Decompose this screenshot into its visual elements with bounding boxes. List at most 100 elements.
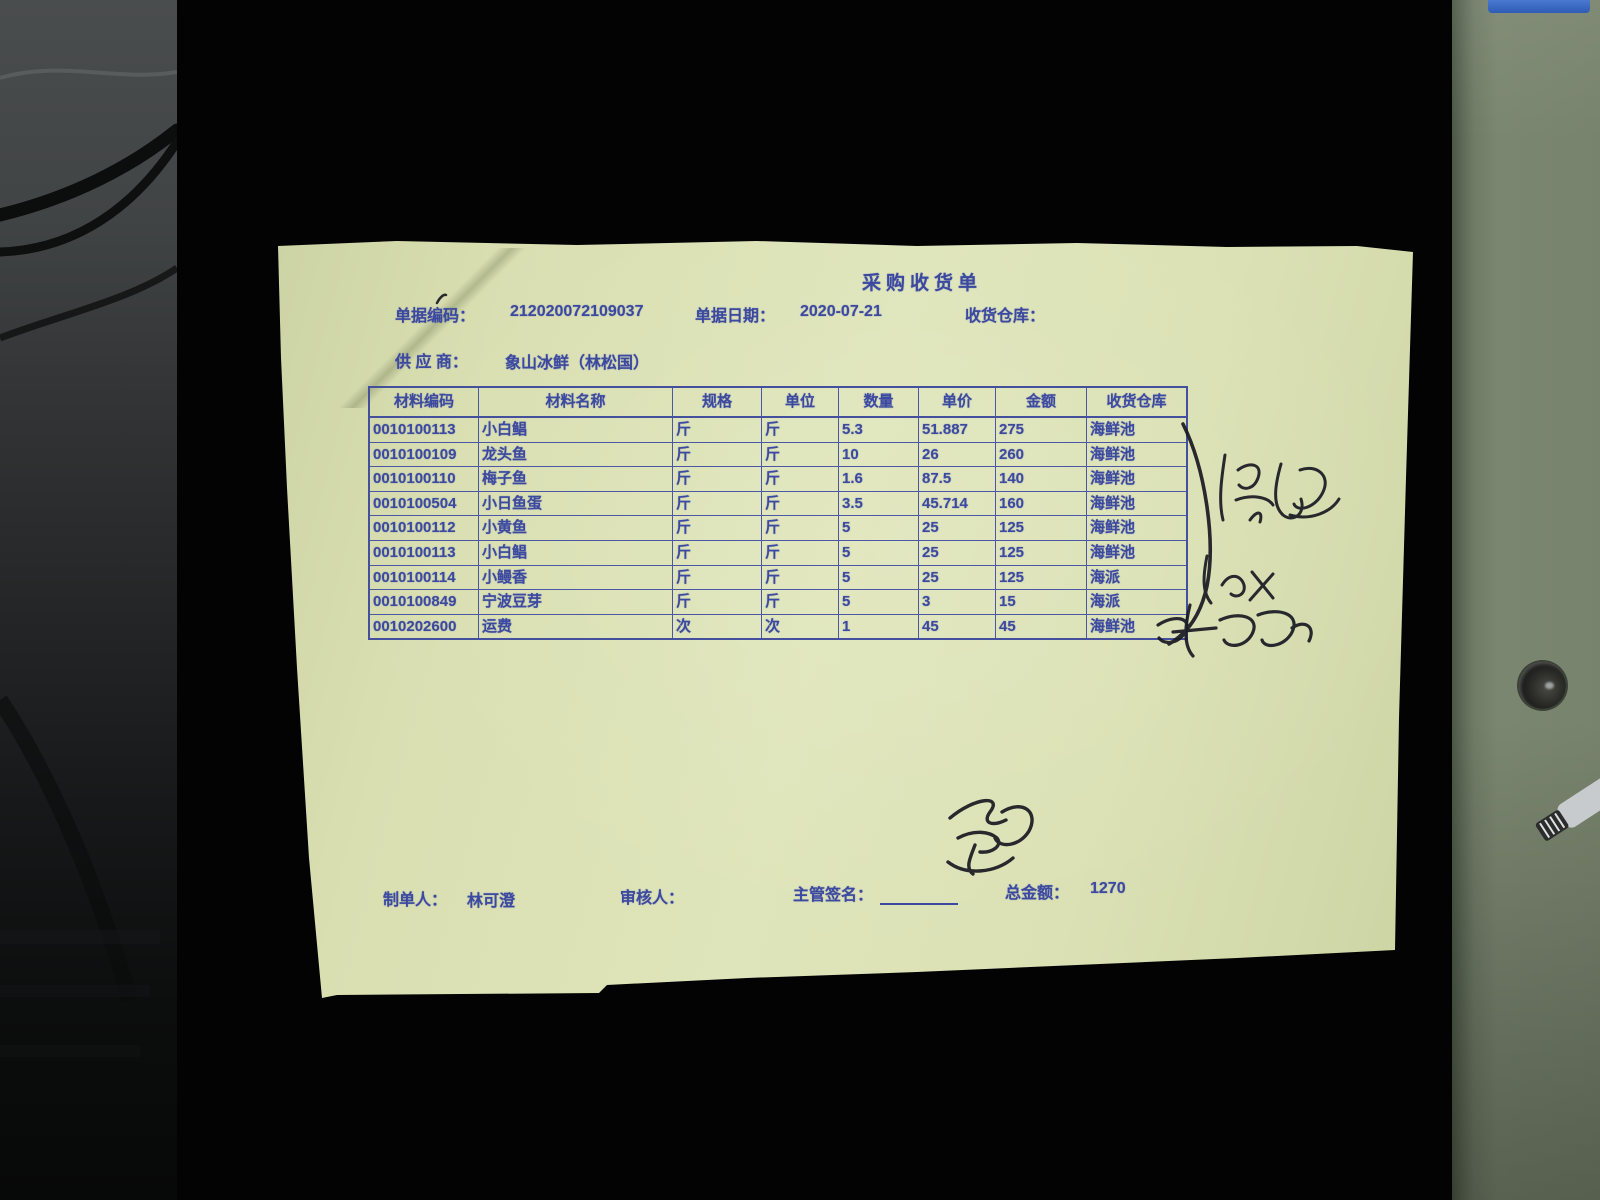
cell-code: 0010100113 bbox=[370, 540, 479, 566]
items-table: 材料编码 材料名称 规格 单位 数量 单价 金额 收货仓库 0010100113… bbox=[368, 386, 1188, 641]
signature-line bbox=[880, 903, 958, 905]
cell-price: 25 bbox=[919, 540, 996, 566]
cell-price: 45.714 bbox=[919, 491, 996, 517]
cell-amount: 125 bbox=[996, 540, 1087, 566]
receipt-paper: 采购收货单 单据编码： 212020072109037 单据日期： 2020-0… bbox=[278, 241, 1413, 998]
cell-unit: 斤 bbox=[762, 442, 839, 468]
col-header: 单价 bbox=[919, 388, 996, 418]
cell-name: 梅子鱼 bbox=[479, 467, 673, 492]
cell-spec: 斤 bbox=[673, 590, 762, 615]
col-header: 金额 bbox=[996, 388, 1087, 418]
sign-label: 主管签名： bbox=[793, 887, 874, 904]
paper-crease bbox=[332, 248, 532, 408]
cell-warehouse: 海鲜池 bbox=[1087, 516, 1186, 541]
col-header: 单位 bbox=[762, 388, 839, 418]
cell-name: 小黄鱼 bbox=[479, 516, 673, 541]
cell-amount: 260 bbox=[996, 442, 1087, 468]
page-title: 采购收货单 bbox=[861, 273, 982, 294]
cell-unit: 次 bbox=[762, 614, 839, 639]
cabinet-panel-right bbox=[1452, 0, 1600, 1200]
cell-name: 小日鱼蛋 bbox=[479, 491, 673, 517]
cell-code: 0010100849 bbox=[370, 590, 479, 615]
cell-code: 0010100109 bbox=[370, 442, 479, 468]
cell-price: 3 bbox=[919, 590, 996, 615]
cell-qty: 3.5 bbox=[839, 491, 919, 517]
cell-price: 25 bbox=[919, 565, 996, 591]
cell-warehouse: 海鲜池 bbox=[1087, 443, 1186, 468]
maker-label: 制单人： bbox=[383, 892, 448, 909]
cell-code: 0010100110 bbox=[370, 467, 479, 492]
cell-unit: 斤 bbox=[762, 540, 839, 566]
cell-price: 87.5 bbox=[919, 467, 996, 492]
cell-amount: 140 bbox=[996, 467, 1087, 492]
col-header: 材料编码 bbox=[370, 388, 479, 418]
cell-qty: 5 bbox=[839, 516, 919, 541]
cell-spec: 斤 bbox=[673, 540, 762, 566]
cell-qty: 10 bbox=[839, 442, 919, 468]
cell-name: 小白鲳 bbox=[479, 418, 673, 443]
cables-icon bbox=[0, 68, 177, 1057]
cell-amount: 275 bbox=[996, 418, 1087, 443]
cell-unit: 斤 bbox=[762, 467, 839, 492]
cell-price: 51.887 bbox=[919, 418, 996, 443]
cell-unit: 斤 bbox=[762, 516, 839, 541]
blue-tape-strip bbox=[1488, 0, 1590, 13]
cell-qty: 5 bbox=[839, 590, 919, 615]
cell-code: 0010100114 bbox=[370, 565, 479, 591]
cell-amount: 15 bbox=[996, 590, 1087, 615]
cell-amount: 45 bbox=[996, 614, 1087, 639]
total-label: 总金额： bbox=[1005, 885, 1070, 902]
cell-unit: 斤 bbox=[762, 565, 839, 591]
cell-spec: 斤 bbox=[673, 442, 762, 468]
total-value: 1270 bbox=[1090, 880, 1126, 897]
metal-knob bbox=[1519, 662, 1566, 709]
doc-code-label: 单据编码： bbox=[395, 308, 476, 325]
cell-spec: 斤 bbox=[673, 491, 762, 517]
cell-name: 小鳗香 bbox=[479, 565, 673, 591]
cell-code: 0010202600 bbox=[370, 614, 479, 639]
cell-amount: 160 bbox=[996, 491, 1087, 517]
cell-name: 运费 bbox=[479, 614, 673, 639]
cell-qty: 5 bbox=[839, 540, 919, 566]
cell-warehouse: 海鲜池 bbox=[1087, 492, 1186, 517]
doc-date-label: 单据日期： bbox=[695, 308, 776, 325]
doc-code-value: 212020072109037 bbox=[510, 303, 644, 320]
cell-spec: 斤 bbox=[673, 418, 762, 443]
cell-code: 0010100112 bbox=[370, 516, 479, 541]
col-header: 材料名称 bbox=[479, 388, 673, 418]
col-header: 规格 bbox=[673, 388, 762, 418]
cell-name: 宁波豆芽 bbox=[479, 590, 673, 615]
cell-warehouse: 海派 bbox=[1087, 590, 1186, 615]
cell-price: 26 bbox=[919, 442, 996, 468]
cell-qty: 1.6 bbox=[839, 467, 919, 492]
cell-price: 45 bbox=[919, 614, 996, 639]
cell-amount: 125 bbox=[996, 565, 1087, 591]
cell-unit: 斤 bbox=[762, 418, 839, 443]
cell-price: 25 bbox=[919, 516, 996, 541]
cell-warehouse: 海鲜池 bbox=[1090, 617, 1136, 635]
cell-spec: 斤 bbox=[673, 467, 762, 492]
cell-spec: 斤 bbox=[673, 516, 762, 541]
col-header: 数量 bbox=[839, 388, 919, 418]
cell-qty: 5 bbox=[839, 565, 919, 591]
maker-value: 林可澄 bbox=[467, 893, 516, 910]
cell-warehouse: 海鲜池 bbox=[1087, 541, 1186, 566]
cell-unit: 斤 bbox=[762, 491, 839, 517]
cell-spec: 斤 bbox=[673, 565, 762, 591]
cell-qty: 5.3 bbox=[839, 418, 919, 443]
doc-date-value: 2020-07-21 bbox=[800, 303, 882, 320]
cell-warehouse: 海派 bbox=[1087, 566, 1186, 591]
cell-name: 龙头鱼 bbox=[479, 442, 673, 468]
doc-warehouse-label: 收货仓库： bbox=[965, 308, 1046, 325]
cell-amount: 125 bbox=[996, 516, 1087, 541]
cell-code: 0010100113 bbox=[370, 418, 479, 443]
cell-unit: 斤 bbox=[762, 590, 839, 615]
supplier-value: 象山冰鲜（林松国） bbox=[505, 355, 650, 372]
cell-code: 0010100504 bbox=[370, 491, 479, 517]
cell-name: 小白鲳 bbox=[479, 540, 673, 566]
cell-spec: 次 bbox=[673, 614, 762, 639]
cell-warehouse: 海鲜池 bbox=[1087, 418, 1186, 443]
cell-qty: 1 bbox=[839, 614, 919, 639]
cell-warehouse: 海鲜池 bbox=[1087, 467, 1186, 492]
